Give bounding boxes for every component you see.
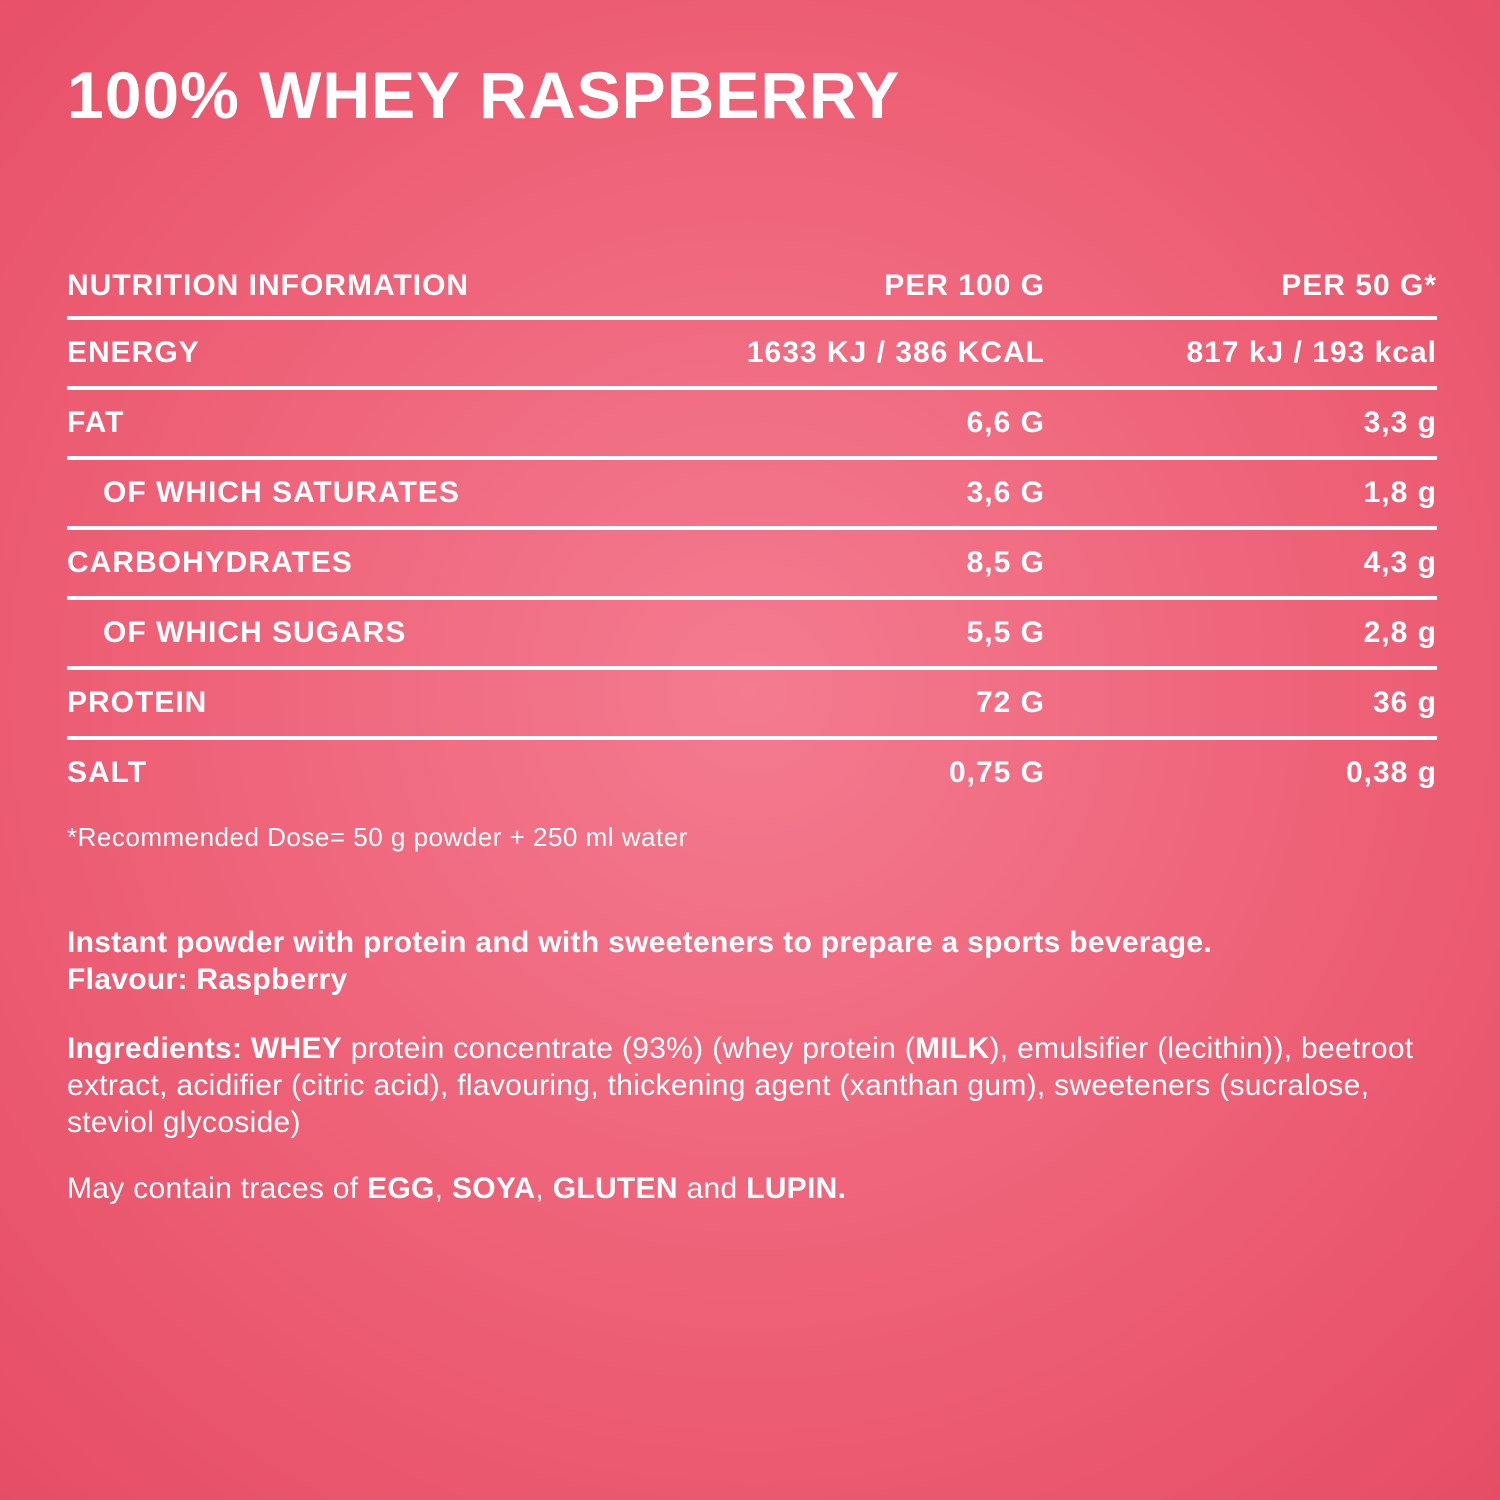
text-segment: and: [677, 1172, 747, 1205]
product-description: Instant powder with protein and with swe…: [67, 924, 1437, 998]
table-row: CARBOHYDRATES 8,5 G 4,3 g: [67, 530, 1437, 600]
nutrient-label: OF WHICH SUGARS: [103, 616, 407, 649]
value-per-50g: 2,8 g: [1363, 616, 1437, 649]
table-row: SALT 0,75 G 0,38 g: [67, 740, 1437, 806]
value-per-50g: 1,8 g: [1363, 476, 1437, 509]
table-header-nutrition-information: NUTRITION INFORMATION: [67, 268, 470, 302]
table-row: OF WHICH SUGARS 5,5 G 2,8 g: [67, 600, 1437, 670]
page-title: 100% WHEY RASPBERRY: [67, 58, 901, 132]
text-segment: protein concentrate (93%) (whey protein …: [342, 1032, 915, 1065]
nutrient-label: CARBOHYDRATES: [67, 546, 353, 579]
value-per-100g: 0,75 G: [948, 756, 1045, 789]
value-per-100g: 8,5 G: [966, 546, 1045, 579]
table-header-row: NUTRITION INFORMATION PER 100 G PER 50 G…: [67, 255, 1437, 320]
bold-text-segment: Ingredients: WHEY: [67, 1032, 343, 1065]
description-line-2: Flavour: Raspberry: [67, 963, 348, 996]
label-page: 100% WHEY RASPBERRY NUTRITION INFORMATIO…: [0, 0, 1500, 1207]
value-per-50g: 0,38 g: [1345, 756, 1437, 789]
table-row: OF WHICH SATURATES 3,6 G 1,8 g: [67, 460, 1437, 530]
nutrition-table: NUTRITION INFORMATION PER 100 G PER 50 G…: [67, 255, 1437, 806]
nutrient-label: SALT: [67, 756, 148, 789]
description-line-1: Instant powder with protein and with swe…: [67, 926, 1213, 959]
nutrient-label: OF WHICH SATURATES: [103, 476, 460, 509]
text-segment: ,: [535, 1172, 553, 1205]
table-row: ENERGY 1633 KJ / 386 KCAL 817 kJ / 193 kca…: [67, 320, 1437, 390]
table-body: ENERGY 1633 KJ / 386 KCAL 817 kJ / 193 kca…: [67, 320, 1437, 806]
allergens-paragraph: May contain traces of EGG, SOYA, GLUTEN …: [67, 1170, 1437, 1207]
recommended-dose-footnote: *Recommended Dose= 50 g powder + 250 ml …: [67, 822, 688, 852]
text-segment: ,: [434, 1172, 452, 1205]
bold-text-segment: .: [837, 1172, 847, 1205]
value-per-50g: 4,3 g: [1363, 546, 1437, 579]
bold-text-segment: SOYA: [451, 1172, 536, 1205]
bold-text-segment: GLUTEN: [552, 1172, 678, 1205]
table-header-per-100g: PER 100 G: [884, 268, 1045, 302]
nutrient-label: FAT: [67, 406, 125, 439]
value-per-100g: 3,6 G: [966, 476, 1045, 509]
value-per-100g: 1633 KJ / 386 KCAL: [746, 336, 1045, 369]
value-per-100g: 6,6 G: [966, 406, 1045, 439]
nutrient-label: ENERGY: [67, 336, 200, 369]
value-per-50g: 3,3 g: [1363, 406, 1437, 439]
ingredients-paragraph: Ingredients: WHEY protein concentrate (9…: [67, 1030, 1437, 1141]
table-row: FAT 6,6 G 3,3 g: [67, 390, 1437, 460]
bold-text-segment: MILK: [915, 1032, 990, 1065]
bold-text-segment: EGG: [367, 1172, 435, 1205]
table-header-per-50g: PER 50 G*: [1281, 268, 1437, 302]
table-row: PROTEIN 72 G 36 g: [67, 670, 1437, 740]
value-per-100g: 5,5 G: [966, 616, 1045, 649]
value-per-100g: 72 G: [975, 686, 1045, 719]
value-per-50g: 817 kJ / 193 kcal: [1186, 336, 1437, 369]
nutrient-label: PROTEIN: [67, 686, 208, 719]
value-per-50g: 36 g: [1372, 686, 1437, 719]
bold-text-segment: LUPIN: [746, 1172, 838, 1205]
text-segment: ), emulsifier (lecithin)), beetroot extr…: [67, 1032, 1414, 1139]
text-segment: May contain traces of: [67, 1172, 368, 1205]
